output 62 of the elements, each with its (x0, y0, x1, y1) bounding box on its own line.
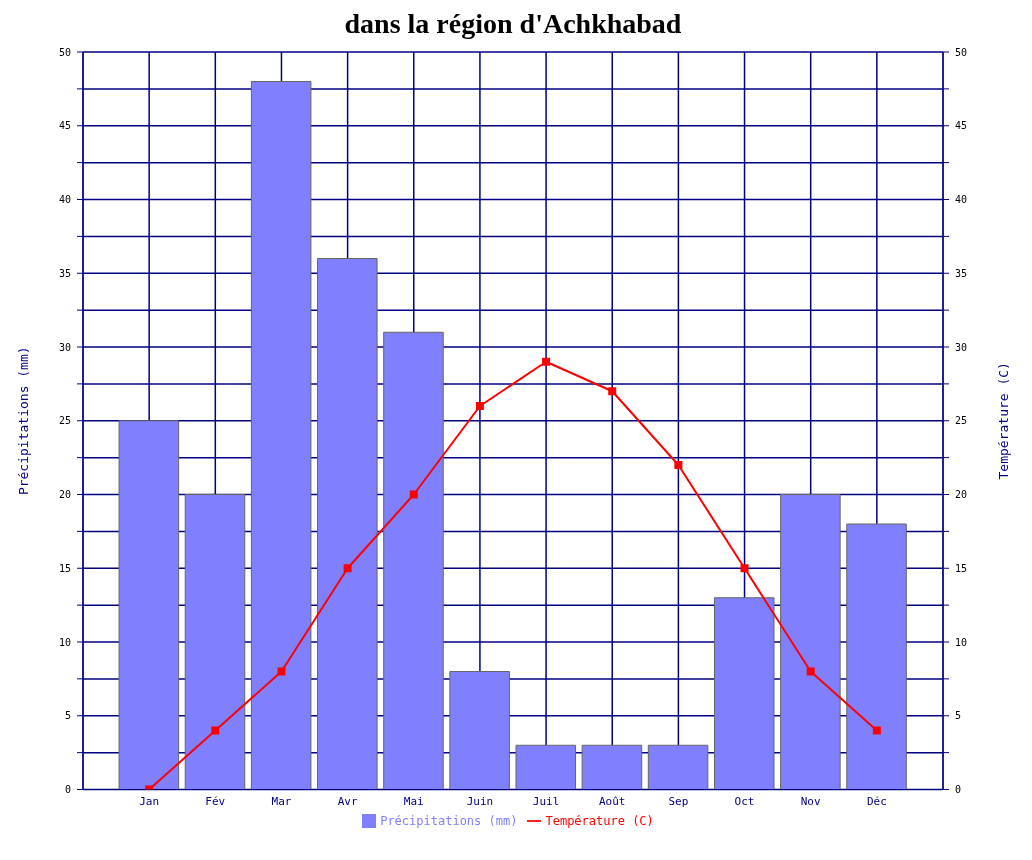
y-tick-label: 40 (58, 194, 71, 206)
y-tick-label: 50 (58, 46, 71, 58)
y-tick-label: 5 (64, 710, 71, 722)
y2-tick-label: 10 (955, 636, 968, 648)
y2-tick-label: 30 (955, 341, 968, 353)
x-tick-label: Juil (532, 795, 560, 809)
y-tick-label: 25 (58, 415, 71, 427)
bar (184, 494, 246, 790)
bar (383, 331, 444, 790)
bar (317, 258, 378, 790)
y2-tick-label: 50 (955, 46, 968, 58)
y-tick-label: 0 (64, 784, 71, 796)
point (475, 402, 484, 410)
point (806, 667, 815, 676)
point (740, 564, 749, 573)
point (608, 387, 617, 396)
y-tick-label: 20 (58, 489, 71, 501)
y2-tick-label: 25 (955, 415, 968, 427)
bar (515, 744, 577, 790)
y2-tick-label: 35 (955, 267, 968, 279)
legend-label: Température (C) (545, 813, 654, 828)
y-tick-label: 35 (58, 267, 71, 279)
y-axis-title: Précipitations (mm) (15, 346, 31, 496)
y-tick-label: 15 (58, 562, 71, 574)
y-tick-label: 10 (58, 636, 71, 648)
x-tick-label: Mar (271, 795, 292, 809)
bar (250, 81, 312, 790)
bar (846, 523, 907, 790)
y2-tick-label: 20 (955, 489, 968, 501)
x-tick-label: Sep (668, 795, 689, 809)
bar (118, 420, 180, 790)
x-tick-label: Juin (466, 795, 494, 809)
point (211, 726, 220, 735)
y2-tick-label: 0 (955, 784, 962, 796)
y-tick-label: 45 (58, 120, 71, 132)
y2-tick-label: 15 (955, 562, 968, 574)
x-tick-label: Nov (800, 795, 821, 809)
x-tick-label: Mai (403, 795, 424, 809)
legend-label: Précipitations (mm) (380, 813, 518, 828)
bar (647, 744, 709, 790)
y2-axis-title: Température (C) (995, 362, 1011, 480)
bar (581, 744, 643, 790)
y-tick-label: 30 (58, 341, 71, 353)
point (277, 667, 286, 676)
bar (713, 597, 775, 790)
point (409, 490, 418, 499)
point (542, 357, 551, 366)
point (872, 726, 881, 735)
x-tick-label: Fév (205, 795, 226, 809)
point (674, 461, 683, 469)
y2-tick-label: 5 (955, 710, 962, 722)
x-tick-label: Août (598, 795, 626, 809)
bar (780, 494, 841, 790)
y2-tick-label: 40 (955, 194, 968, 206)
x-tick-label: Déc (866, 795, 887, 809)
x-tick-label: Oct (734, 795, 755, 809)
bar (449, 671, 510, 790)
y2-tick-label: 45 (955, 120, 968, 132)
point (343, 564, 352, 573)
x-tick-label: Avr (337, 795, 358, 809)
chart-title: dans la région d'Achkhabad (343, 8, 683, 41)
x-tick-label: Jan (139, 795, 160, 809)
